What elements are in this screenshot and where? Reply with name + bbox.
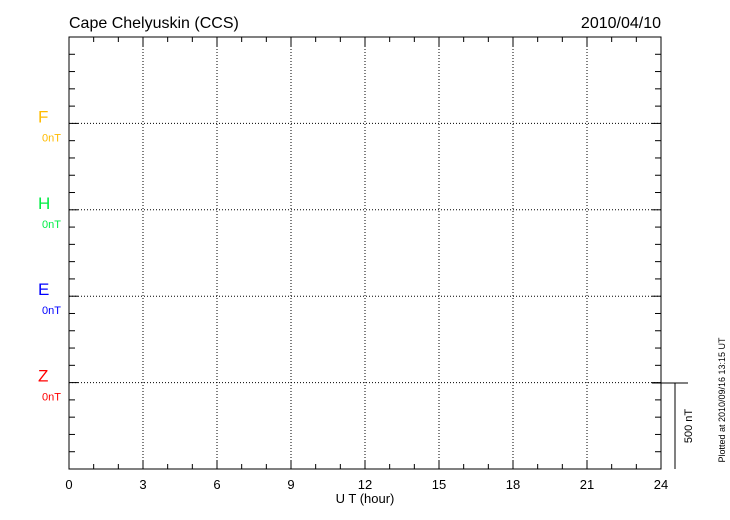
chart-date: 2010/04/10	[581, 15, 661, 32]
plot-frame	[68, 36, 662, 470]
x-tick-label: 6	[213, 477, 220, 492]
x-tick-label: 0	[65, 477, 72, 492]
series-name-f: F	[38, 107, 48, 126]
series-name-h: H	[38, 194, 50, 213]
x-tick-label: 21	[580, 477, 594, 492]
x-tick-label: 9	[287, 477, 294, 492]
x-tick-label: 15	[432, 477, 446, 492]
series-name-e: E	[38, 280, 49, 299]
x-tick-labels: 0 3 6 9 12 15 18 21 24	[65, 477, 668, 492]
scale-bar-label: 500 nT	[683, 409, 695, 444]
x-tick-label: 24	[654, 477, 668, 492]
series-labels: F 0nT H 0nT E 0nT Z 0nT	[38, 107, 61, 403]
grid	[69, 37, 661, 469]
series-baseline-label: 0nT	[42, 132, 61, 144]
x-tick-label: 3	[139, 477, 146, 492]
scale-bar: 500 nT	[652, 382, 695, 469]
series-baseline-label: 0nT	[42, 219, 61, 231]
series-baseline-label: 0nT	[42, 392, 61, 404]
series-name-z: Z	[38, 367, 48, 386]
plotted-at-footer: Plotted at 2010/09/16 13:15 UT	[717, 337, 727, 463]
x-tick-label: 18	[506, 477, 520, 492]
series-baseline-label: 0nT	[42, 305, 61, 317]
x-tick-label: 12	[358, 477, 372, 492]
axis-ticks	[68, 36, 662, 470]
x-axis-label: U T (hour)	[336, 491, 395, 506]
chart-title: Cape Chelyuskin (CCS)	[69, 15, 239, 32]
